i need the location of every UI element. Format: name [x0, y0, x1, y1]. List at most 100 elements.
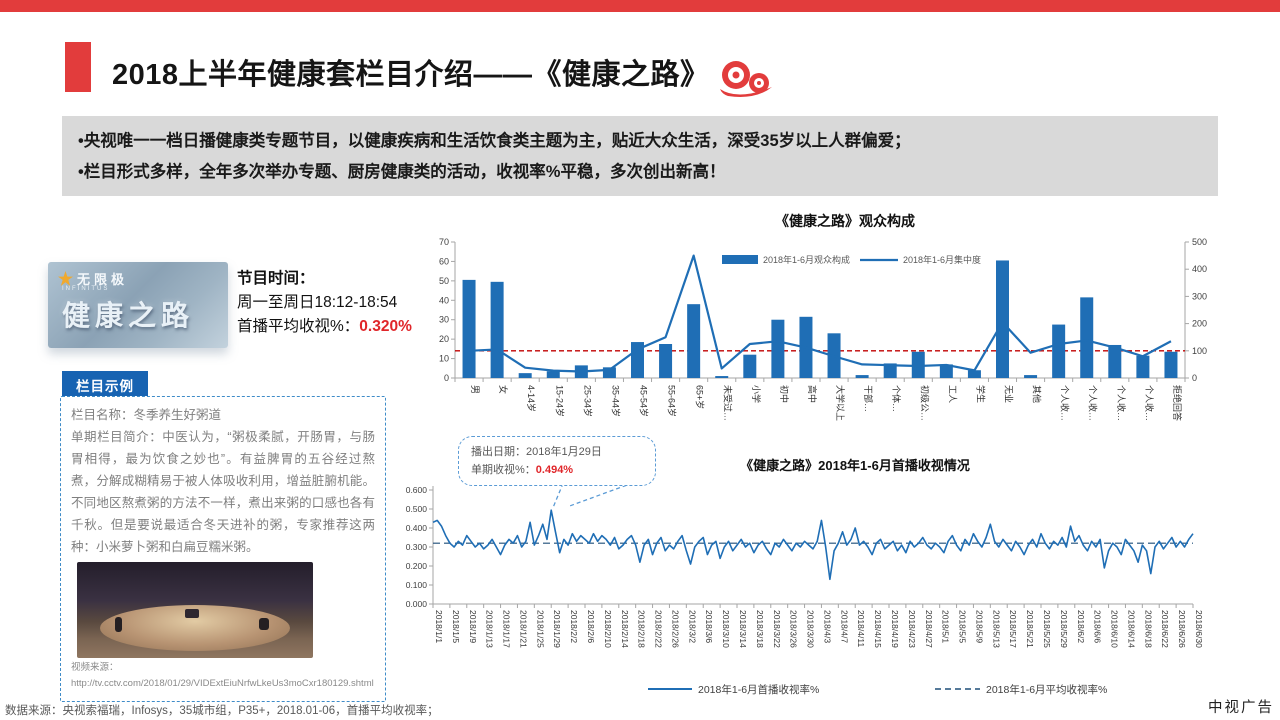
svg-text:2018年1-6月首播收视率%: 2018年1-6月首播收视率% [698, 683, 819, 696]
svg-text:15-24岁: 15-24岁 [554, 385, 565, 417]
audience-chart-title: 《健康之路》观众构成 [775, 213, 915, 229]
svg-text:65+岁: 65+岁 [695, 385, 706, 409]
svg-text:4-14岁: 4-14岁 [526, 385, 537, 412]
video-source-label: 视频来源： [71, 662, 119, 673]
svg-text:2018/5/29: 2018/5/29 [1059, 610, 1069, 648]
svg-text:2018/2/26: 2018/2/26 [670, 610, 680, 648]
svg-text:2018/1/13: 2018/1/13 [485, 610, 495, 648]
svg-text:0: 0 [1192, 373, 1197, 383]
svg-text:2018/5/9: 2018/5/9 [974, 610, 984, 643]
svg-text:女: 女 [498, 385, 509, 394]
program-info: 节目时间： 周一至周日18:12-18:54 首播平均收视%：0.320% [237, 267, 412, 339]
svg-text:大学以上: 大学以上 [835, 385, 846, 421]
svg-text:2018/2/6: 2018/2/6 [586, 610, 596, 643]
svg-text:无业: 无业 [1004, 385, 1014, 403]
title-row: 2018上半年健康套栏目介绍——《健康之路》 [112, 44, 774, 100]
top-red-bar [0, 0, 1280, 12]
callout-rating-label: 单期收视%： [471, 464, 536, 476]
svg-text:30: 30 [439, 315, 449, 325]
svg-text:2018/6/6: 2018/6/6 [1093, 610, 1103, 643]
svg-text:2018/5/1: 2018/5/1 [941, 610, 951, 643]
callout-rating-value: 0.494% [535, 464, 574, 476]
logo-brand-en: INFINITUS [62, 286, 110, 292]
svg-text:10: 10 [439, 354, 449, 364]
brand-mark: 中视广告 [1208, 700, 1274, 716]
svg-text:2018/6/2: 2018/6/2 [1076, 610, 1086, 643]
example-box: 栏目名称：冬季养生好粥道 单期栏目简介：中医认为，“粥极柔腻，开肠胃，与肠胃相得… [60, 396, 386, 702]
svg-text:0.200: 0.200 [406, 561, 428, 571]
audience-chart-svg: 0 10 20 30 40 50 60 70 0 100 200 300 400 500 男 女 4-14岁 15… [439, 237, 1207, 421]
infinitus-star-icon [58, 271, 73, 286]
studio-figure [115, 617, 122, 632]
svg-text:个人收…: 个人收… [1116, 385, 1127, 421]
svg-text:2018/1/29: 2018/1/29 [552, 610, 562, 648]
page-title: 2018上半年健康套栏目介绍——《健康之路》 [112, 59, 710, 91]
svg-text:2018/1/5: 2018/1/5 [451, 610, 461, 643]
svg-text:0.000: 0.000 [406, 599, 428, 609]
program-rating-label: 首播平均收视%： [237, 318, 360, 335]
svg-text:400: 400 [1192, 264, 1207, 274]
svg-text:2018/5/13: 2018/5/13 [991, 610, 1001, 648]
program-time-label: 节目时间： [237, 270, 315, 287]
svg-text:2018/6/14: 2018/6/14 [1126, 610, 1136, 648]
svg-text:2018年1-6月观众构成: 2018年1-6月观众构成 [763, 254, 850, 265]
video-source-url: http://tv.cctv.com/2018/01/29/VIDExtEiuN… [71, 678, 374, 689]
svg-text:300: 300 [1192, 291, 1207, 301]
svg-text:2018/6/22: 2018/6/22 [1160, 610, 1170, 648]
example-name: 栏目名称：冬季养生好粥道 [71, 408, 222, 422]
svg-text:其他: 其他 [1032, 385, 1043, 403]
logo-brand: 无限极 [77, 272, 129, 287]
svg-text:2018/6/18: 2018/6/18 [1143, 610, 1153, 648]
program-logo: 无限极 INFINITUS 健康之路 [48, 262, 228, 348]
svg-text:男: 男 [470, 385, 480, 394]
svg-text:2018/4/7: 2018/4/7 [839, 610, 849, 643]
svg-text:2018/2/2: 2018/2/2 [569, 610, 579, 643]
svg-text:2018/3/26: 2018/3/26 [789, 610, 799, 648]
svg-text:70: 70 [439, 237, 449, 247]
svg-text:2018/1/25: 2018/1/25 [535, 610, 545, 648]
svg-text:2018/3/2: 2018/3/2 [687, 610, 697, 643]
ratings-chart-title: 《健康之路》2018年1-6月首播收视情况 [740, 458, 970, 473]
svg-text:2018/4/27: 2018/4/27 [924, 610, 934, 648]
svg-text:2018/2/22: 2018/2/22 [654, 610, 664, 648]
callout-date-value: 2018年1月29日 [526, 446, 602, 458]
svg-text:个体…: 个体… [891, 385, 902, 412]
svg-text:2018/6/30: 2018/6/30 [1194, 610, 1204, 648]
example-desc: 单期栏目简介：中医认为，“粥极柔腻，开肠胃，与肠胃相得，最为饮食之妙也”。有益脾… [71, 430, 375, 554]
svg-text:个人收…: 个人收… [1060, 385, 1071, 421]
intro-bullet-1: •央视唯一一档日播健康类专题节目，以健康疾病和生活饮食类主题为主，贴近大众生活，… [78, 132, 911, 150]
svg-text:2018/5/5: 2018/5/5 [958, 610, 968, 643]
program-rating-value: 0.320% [359, 318, 412, 335]
svg-text:0: 0 [444, 373, 449, 383]
svg-text:初中: 初中 [779, 385, 790, 403]
svg-text:2018/3/10: 2018/3/10 [721, 610, 731, 648]
svg-text:工人: 工人 [947, 385, 957, 403]
svg-text:2018/2/14: 2018/2/14 [620, 610, 630, 648]
footer-source: 数据来源：央视索福瑞，Infosys，35城市组，P35+，2018.01-06… [5, 705, 439, 717]
svg-text:50: 50 [439, 276, 449, 286]
svg-text:小学: 小学 [751, 385, 762, 403]
ratings-chart-svg: 0.000 0.100 0.200 0.300 0.400 0.500 0.600 2018/… [406, 478, 1204, 696]
svg-text:2018/3/6: 2018/3/6 [704, 610, 714, 643]
svg-text:0.300: 0.300 [406, 542, 428, 552]
svg-text:25-34岁: 25-34岁 [582, 385, 593, 417]
svg-text:2018/1/9: 2018/1/9 [468, 610, 478, 643]
svg-text:2018/5/21: 2018/5/21 [1025, 610, 1035, 648]
svg-text:2018/6/26: 2018/6/26 [1177, 610, 1187, 648]
cloud-ornament-icon [719, 61, 772, 97]
logo-title: 健康之路 [62, 300, 195, 331]
svg-text:学生: 学生 [975, 385, 986, 403]
svg-text:2018/5/25: 2018/5/25 [1042, 610, 1052, 648]
svg-text:高中: 高中 [807, 385, 818, 403]
svg-text:40: 40 [439, 295, 449, 305]
svg-text:2018/3/22: 2018/3/22 [772, 610, 782, 648]
svg-text:60: 60 [439, 256, 449, 266]
studio-figure [259, 618, 269, 630]
intro-bullet-2: •栏目形式多样，全年多次举办专题、厨房健康类的活动，收视率%平稳，多次创出新高！ [78, 163, 726, 181]
svg-text:2018/4/15: 2018/4/15 [873, 610, 883, 648]
svg-text:2018/6/10: 2018/6/10 [1110, 610, 1120, 648]
svg-text:2018/4/19: 2018/4/19 [890, 610, 900, 648]
spike-callout: 播出日期：2018年1月29日 单期收视%：0.494% [458, 436, 656, 486]
svg-text:2018/4/3: 2018/4/3 [822, 610, 832, 643]
svg-text:100: 100 [1192, 346, 1207, 356]
